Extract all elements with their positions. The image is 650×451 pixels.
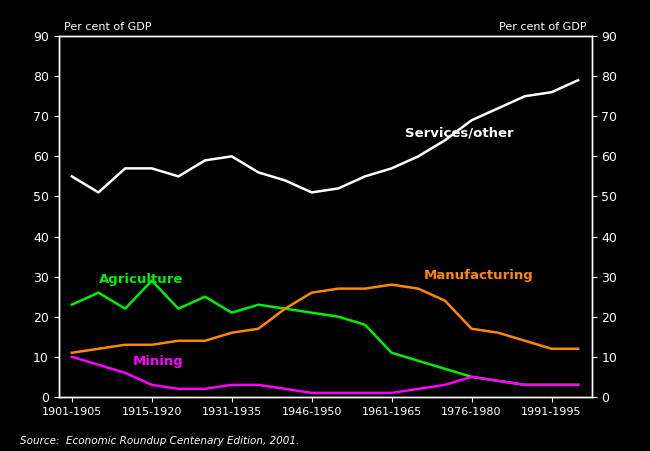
Text: Source:  Economic Roundup Centenary Edition, 2001.: Source: Economic Roundup Centenary Editi… bbox=[20, 437, 299, 446]
Text: Per cent of GDP: Per cent of GDP bbox=[499, 23, 586, 32]
Text: Mining: Mining bbox=[133, 355, 184, 368]
Text: Manufacturing: Manufacturing bbox=[424, 269, 534, 281]
Text: Agriculture: Agriculture bbox=[99, 272, 183, 285]
Text: Services/other: Services/other bbox=[405, 126, 514, 139]
Text: Per cent of GDP: Per cent of GDP bbox=[64, 23, 151, 32]
